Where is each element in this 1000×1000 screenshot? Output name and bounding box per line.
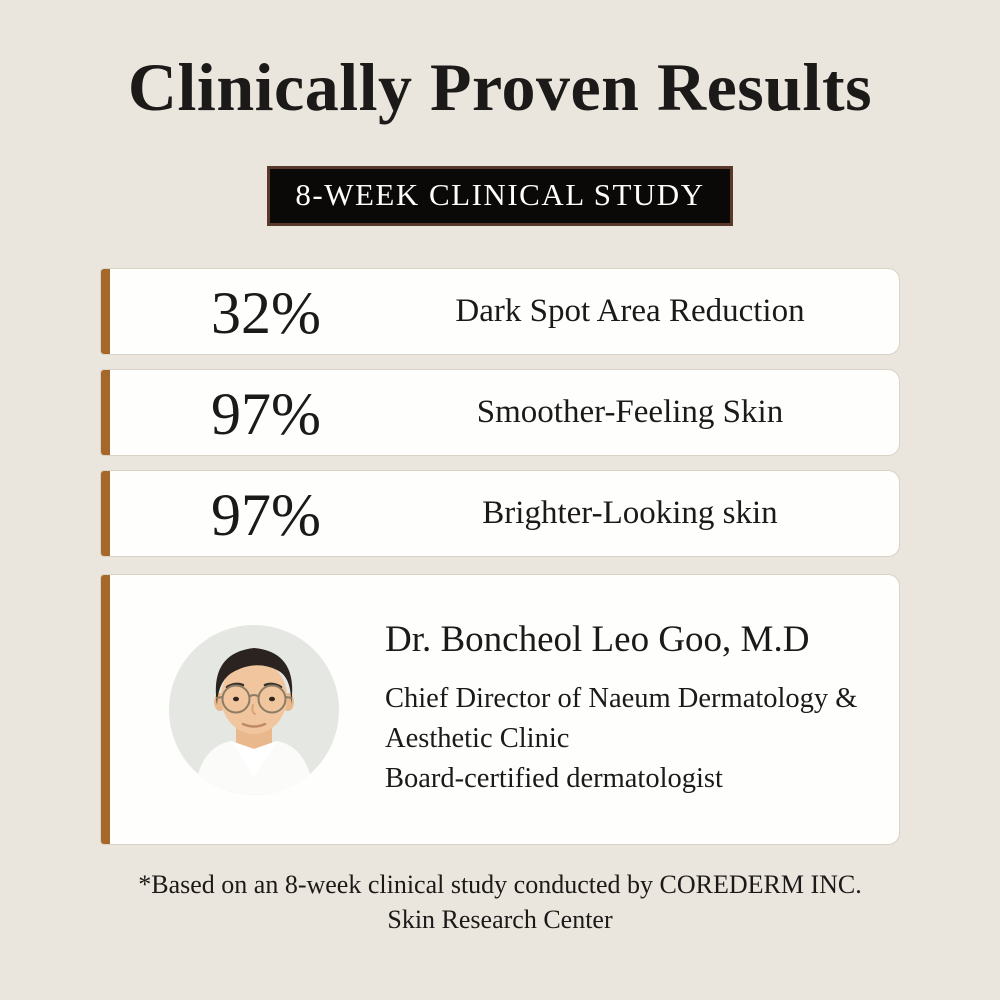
stat-label: Brighter-Looking skin xyxy=(482,495,778,532)
study-badge: 8-WEEK CLINICAL STUDY xyxy=(267,166,733,227)
badge-container: 8-WEEK CLINICAL STUDY xyxy=(0,166,1000,227)
stat-card-dark-spot: 32% Dark Spot Area Reduction xyxy=(100,268,900,356)
stat-card-brighter-skin: 97% Brighter-Looking skin xyxy=(100,470,900,558)
accent-bar xyxy=(101,269,110,355)
accent-bar xyxy=(101,370,110,456)
doctor-name: Dr. Boncheol Leo Goo, M.D xyxy=(385,618,810,660)
doctor-info: Dr. Boncheol Leo Goo, M.D Chief Director… xyxy=(385,618,899,800)
disclaimer-line-2: Skin Research Center xyxy=(387,905,613,935)
stat-value: 97% xyxy=(211,380,321,447)
stats-list: 32% Dark Spot Area Reduction 97% Smoothe… xyxy=(100,268,900,558)
stat-card-smoother-skin: 97% Smoother-Feeling Skin xyxy=(100,369,900,457)
doctor-role: Chief Director of Naeum Dermatology & Ae… xyxy=(385,682,858,754)
doctor-card: Dr. Boncheol Leo Goo, M.D Chief Director… xyxy=(100,574,900,846)
page-title: Clinically Proven Results xyxy=(127,49,873,125)
doctor-portrait-icon xyxy=(169,624,339,795)
stat-value: 97% xyxy=(211,481,321,548)
stat-label: Smoother-Feeling Skin xyxy=(476,394,784,431)
doctor-credential: Board-certified dermatologist xyxy=(385,763,723,795)
disclaimer-line-1: *Based on an 8-week clinical study condu… xyxy=(138,870,862,900)
stat-label: Dark Spot Area Reduction xyxy=(455,293,805,330)
accent-bar xyxy=(101,471,110,557)
disclaimer: *Based on an 8-week clinical study condu… xyxy=(0,867,1000,937)
accent-bar xyxy=(101,575,110,845)
stat-value: 32% xyxy=(211,279,321,346)
